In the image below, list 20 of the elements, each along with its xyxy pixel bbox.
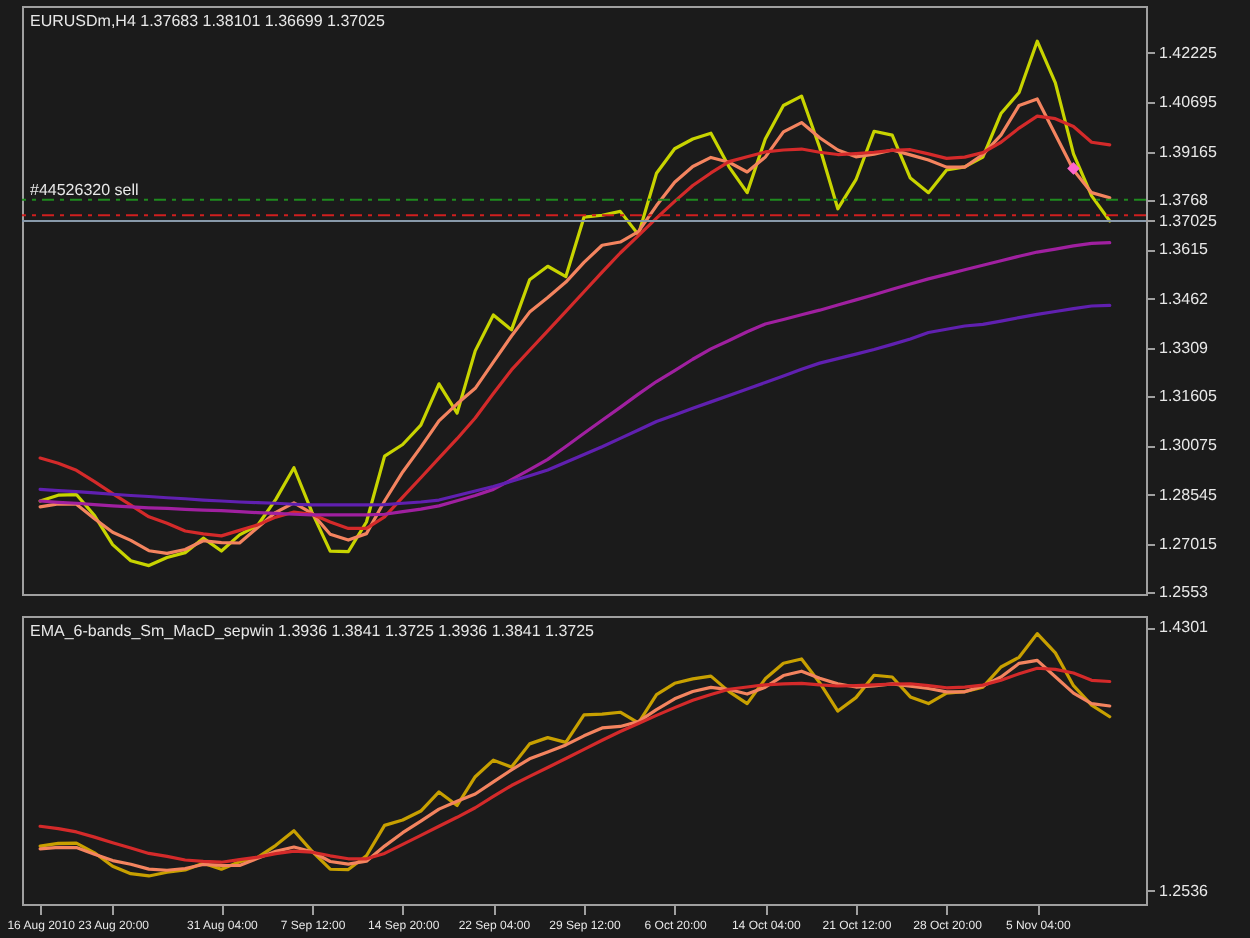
y-tick-label: 1.37025 xyxy=(1159,211,1218,230)
chart-title: EURUSDm,H4 1.37683 1.38101 1.36699 1.37025 xyxy=(30,12,387,30)
y-tick-label: 1.42225 xyxy=(1159,43,1218,62)
y-tick-label: 1.40695 xyxy=(1159,93,1218,112)
y-tick-label: 1.3309 xyxy=(1159,338,1210,357)
y-tick-label: 1.3615 xyxy=(1159,240,1210,259)
y-tick-label: 1.2536 xyxy=(1159,881,1210,900)
ref-line-label: #44526320 sell xyxy=(30,181,139,200)
y-tick-label: 1.27015 xyxy=(1159,535,1218,554)
y-tick-label: 1.4301 xyxy=(1159,618,1210,637)
chart-title: EMA_6-bands_Sm_MacD_sepwin 1.3936 1.3841 1.3725 1.3936 1.3841 1.3725 xyxy=(30,622,596,640)
y-tick-label: 1.39165 xyxy=(1159,142,1218,161)
y-tick-label: 1.28545 xyxy=(1159,485,1218,504)
line-series xyxy=(38,241,1112,517)
y-tick-label: 1.31605 xyxy=(1159,386,1218,405)
line-series xyxy=(38,303,1112,507)
y-tick-label: 1.2553 xyxy=(1159,583,1210,602)
y-tick-label: 1.3462 xyxy=(1159,289,1210,308)
y-tick-label: 1.30075 xyxy=(1159,436,1218,455)
y-tick-label: 1.3768 xyxy=(1159,190,1210,209)
